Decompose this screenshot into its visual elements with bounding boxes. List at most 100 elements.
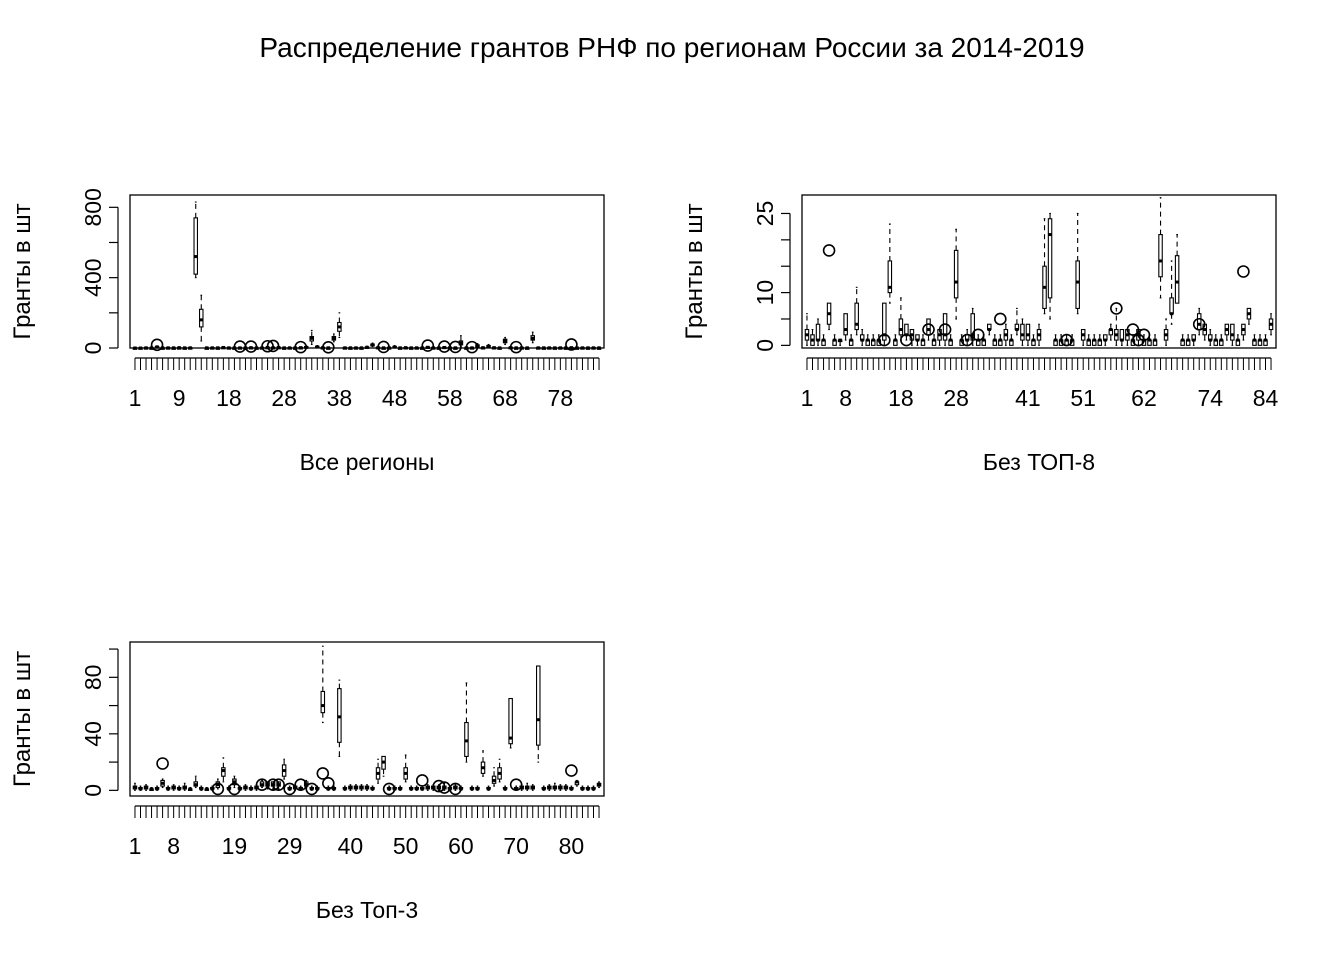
outlier-point <box>509 340 523 354</box>
y-tick-label: 0 <box>80 784 106 797</box>
box-group <box>1097 334 1103 346</box>
box-group <box>215 346 221 350</box>
x-tick-label: 19 <box>222 833 248 859</box>
box-group <box>953 228 959 320</box>
box-group <box>585 785 591 791</box>
box-group <box>154 345 160 349</box>
box <box>1230 323 1235 341</box>
outlier-point <box>150 338 164 352</box>
box-group <box>552 782 558 791</box>
box-group <box>1252 334 1257 346</box>
box <box>854 302 859 331</box>
box-group <box>486 785 491 791</box>
box-group <box>320 645 326 724</box>
box-group <box>337 312 342 338</box>
box-group <box>491 346 497 350</box>
box-group <box>425 784 431 791</box>
box-group <box>1263 334 1268 346</box>
box-group <box>569 346 574 350</box>
box-group <box>821 334 826 346</box>
box-group <box>165 785 171 791</box>
box-group <box>547 784 552 791</box>
box-group <box>353 346 359 350</box>
box-group <box>904 323 909 341</box>
box-group <box>408 346 414 350</box>
x-tick-label: 28 <box>943 385 969 411</box>
box-group <box>1020 318 1025 346</box>
box-group <box>541 346 547 350</box>
box-group <box>1064 334 1069 346</box>
outlier-point <box>449 782 462 796</box>
box-group <box>887 223 893 304</box>
box-group <box>348 346 353 350</box>
x-tick-label: 62 <box>1131 385 1157 411</box>
outlier-point <box>900 333 913 347</box>
outlier-point <box>1060 333 1073 347</box>
box-group <box>865 334 871 346</box>
box-group <box>1158 197 1163 299</box>
box-group <box>359 346 364 350</box>
box <box>898 318 904 336</box>
box-group <box>513 346 519 350</box>
outlier-point <box>305 782 319 796</box>
box-group <box>165 346 171 350</box>
box-group <box>143 784 149 791</box>
outlier-point <box>421 339 435 352</box>
box-group <box>992 334 998 346</box>
x-tick-label: 28 <box>271 385 297 411</box>
box-group <box>893 334 898 346</box>
box-group <box>370 785 375 791</box>
outlier-point <box>960 333 974 347</box>
box-group <box>541 785 547 791</box>
box-group <box>848 334 854 346</box>
box-group <box>331 333 337 343</box>
box-group <box>937 328 942 346</box>
box <box>508 697 513 745</box>
box-group <box>1014 307 1020 336</box>
box-group <box>832 334 837 346</box>
box-group <box>535 346 541 350</box>
x-axis-title: Без ТОП-8 <box>983 449 1095 475</box>
box-group <box>364 784 370 791</box>
box-group <box>132 346 138 350</box>
outlier-point <box>156 757 169 770</box>
x-tick-label: 8 <box>839 385 852 411</box>
box <box>199 308 204 328</box>
box-group <box>370 342 375 348</box>
box-group <box>342 785 348 791</box>
box-group <box>248 785 254 791</box>
box-group <box>453 346 458 350</box>
box <box>926 318 931 336</box>
box-group <box>1191 334 1196 346</box>
y-axis-title: Гранты в шт <box>681 203 708 339</box>
box-group <box>1119 328 1125 346</box>
box-group <box>596 346 602 350</box>
box-group <box>221 345 226 350</box>
box-group <box>815 318 821 346</box>
box-group <box>199 785 204 791</box>
outlier-point <box>294 340 308 354</box>
box-group <box>309 785 315 791</box>
box-group <box>859 328 865 346</box>
box-group <box>931 334 937 346</box>
outlier-point <box>261 339 274 353</box>
box-group <box>1047 212 1053 320</box>
x-tick-label: 80 <box>559 833 585 859</box>
outlier-point <box>228 782 241 796</box>
box <box>882 302 887 341</box>
box-group <box>187 786 193 791</box>
box-group <box>1207 328 1213 346</box>
y-tick-label: 80 <box>80 665 106 691</box>
box-group <box>1152 334 1158 346</box>
box-group <box>915 334 920 346</box>
box-group <box>480 346 486 350</box>
box-group <box>530 331 535 344</box>
box-group <box>226 346 232 350</box>
box-group <box>259 779 265 789</box>
box-group <box>1108 323 1114 341</box>
x-tick-label: 1 <box>129 385 142 411</box>
outlier-point <box>509 778 523 791</box>
box-group <box>381 346 386 350</box>
box <box>1174 255 1180 304</box>
